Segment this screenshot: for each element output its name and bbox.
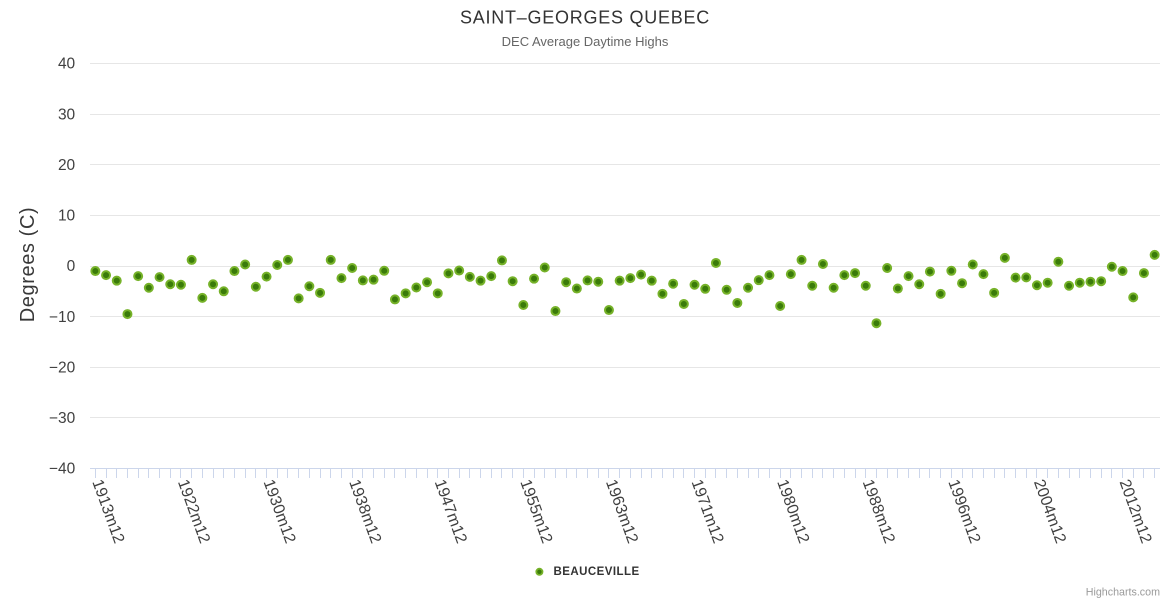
svg-text:SAINT–GEORGES QUEBEC: SAINT–GEORGES QUEBEC [460,7,710,27]
svg-text:−10: −10 [49,309,76,326]
svg-text:Highcharts.com: Highcharts.com [1086,587,1160,599]
svg-text:20: 20 [58,157,76,174]
svg-text:BEAUCEVILLE: BEAUCEVILLE [554,566,640,578]
svg-text:30: 30 [58,106,76,123]
svg-text:Degrees (C): Degrees (C) [17,207,39,323]
svg-text:DEC Average Daytime Highs: DEC Average Daytime Highs [502,34,669,49]
svg-text:−40: −40 [49,461,76,478]
svg-text:10: 10 [58,208,76,225]
svg-text:−20: −20 [49,359,76,376]
svg-text:40: 40 [58,56,76,73]
svg-text:0: 0 [67,258,76,275]
svg-text:−30: −30 [49,410,76,427]
